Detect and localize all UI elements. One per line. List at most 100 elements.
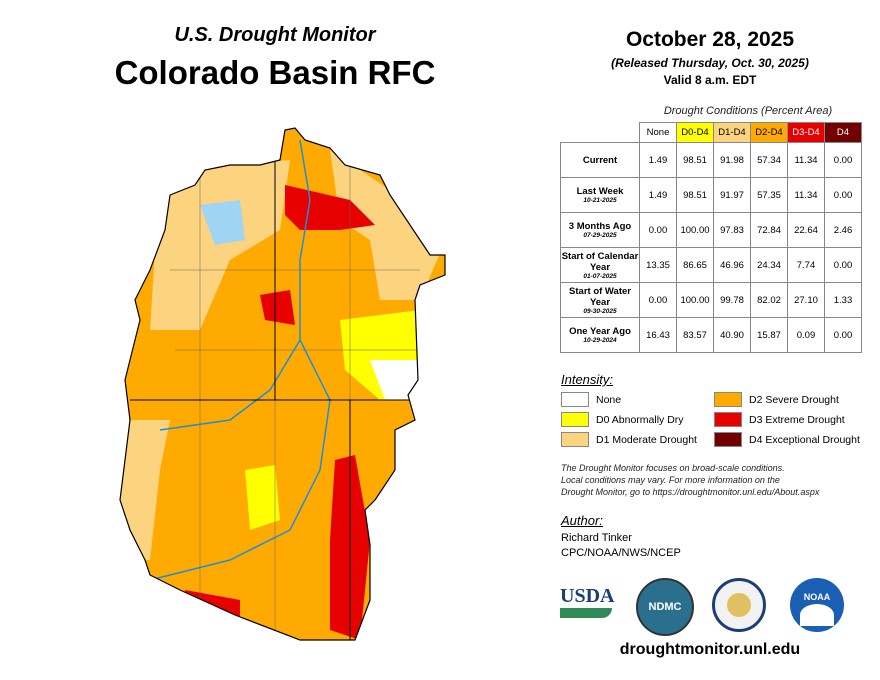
col-d1: D1-D4 bbox=[713, 122, 751, 143]
table-cell: 22.64 bbox=[787, 212, 825, 248]
legend-item: D1 Moderate Drought bbox=[561, 432, 697, 447]
legend-item: D2 Severe Drought bbox=[714, 392, 839, 407]
table-cell: 24.34 bbox=[750, 247, 788, 283]
table-cell: 0.00 bbox=[639, 212, 677, 248]
table-row: Start of Calendar Year 01-07-2025 13.35 86.… bbox=[560, 247, 862, 283]
row-date: 09-30-2025 bbox=[583, 307, 617, 315]
table-cell: 83.57 bbox=[676, 317, 714, 353]
col-d4: D4 bbox=[824, 122, 862, 143]
note-line: Local conditions may vary. For more info… bbox=[561, 475, 780, 485]
table-cell: 98.51 bbox=[676, 142, 714, 178]
col-d0: D0-D4 bbox=[676, 122, 714, 143]
col-d3: D3-D4 bbox=[787, 122, 825, 143]
row-label-text: Current bbox=[582, 154, 618, 166]
row-label: 3 Months Ago 07-29-2025 bbox=[560, 212, 640, 248]
table-cell: 40.90 bbox=[713, 317, 751, 353]
table-cell: 13.35 bbox=[639, 247, 677, 283]
row-label-text: One Year Ago bbox=[569, 326, 631, 337]
table-row: Start of Water Year 09-30-2025 0.00 100.00 9… bbox=[560, 282, 862, 318]
row-date: 10-21-2025 bbox=[583, 197, 617, 204]
legend-swatch bbox=[561, 392, 589, 407]
great-salt-lake bbox=[200, 200, 245, 245]
table-cell: 16.43 bbox=[639, 317, 677, 353]
table-cell: 100.00 bbox=[676, 212, 714, 248]
row-label: Last Week 10-21-2025 bbox=[560, 177, 640, 213]
d0-area-arizona bbox=[245, 465, 280, 530]
table-cell: 11.34 bbox=[787, 142, 825, 178]
author-label: Author: bbox=[561, 513, 603, 528]
row-label: Current bbox=[560, 142, 640, 178]
author-block: Richard Tinker CPC/NOAA/NWS/NCEP bbox=[561, 531, 681, 561]
website-url: droughtmonitor.unl.edu bbox=[619, 641, 801, 658]
table-cell: 99.78 bbox=[713, 282, 751, 318]
legend-label: D3 Extreme Drought bbox=[749, 413, 845, 426]
legend-label: D2 Severe Drought bbox=[749, 393, 839, 406]
note-line: The Drought Monitor focuses on broad-sca… bbox=[561, 463, 785, 473]
table-cell: 7.74 bbox=[787, 247, 825, 283]
legend-swatch bbox=[561, 432, 589, 447]
table-cell: 2.46 bbox=[824, 212, 862, 248]
table-cell: 97.83 bbox=[713, 212, 751, 248]
table-row: One Year Ago 10-29-2024 16.43 83.57 40.90 15.… bbox=[560, 317, 862, 353]
table-cell: 0.00 bbox=[824, 317, 862, 353]
none-area bbox=[370, 360, 420, 400]
row-label-text: 3 Months Ago bbox=[568, 221, 632, 232]
usda-logo: USDA bbox=[560, 585, 614, 625]
d3-area-utah bbox=[260, 290, 295, 325]
table-row: Current 1.49 98.51 91.98 57.34 11.34 0.00 bbox=[560, 142, 862, 178]
legend-item: D3 Extreme Drought bbox=[714, 412, 845, 427]
valid-time: Valid 8 a.m. EDT bbox=[663, 73, 757, 87]
table-cell: 100.00 bbox=[676, 282, 714, 318]
author-name: Richard Tinker bbox=[561, 532, 632, 544]
disclaimer-note: The Drought Monitor focuses on broad-sca… bbox=[561, 462, 880, 498]
legend-title: Intensity: bbox=[561, 372, 614, 387]
table-cell: 82.02 bbox=[750, 282, 788, 318]
table-row: 3 Months Ago 07-29-2025 0.00 100.00 97.83 72.… bbox=[560, 212, 862, 248]
table-cell: 1.49 bbox=[639, 177, 677, 213]
subtitle: U.S. Drought Monitor bbox=[174, 24, 376, 46]
rivers bbox=[149, 139, 331, 581]
note-line: Drought Monitor, go to https://droughtmo… bbox=[561, 487, 820, 497]
legend-swatch bbox=[561, 412, 589, 427]
legend-item: D0 Abnormally Dry bbox=[561, 412, 684, 427]
legend-swatch bbox=[714, 432, 742, 447]
row-label: Start of Calendar Year 01-07-2025 bbox=[560, 247, 640, 283]
col-none: None bbox=[639, 122, 677, 143]
table-cell: 1.49 bbox=[639, 142, 677, 178]
col-d2: D2-D4 bbox=[750, 122, 788, 143]
map-title: Colorado Basin RFC bbox=[114, 54, 436, 91]
table-cell: 57.34 bbox=[750, 142, 788, 178]
state-lines bbox=[130, 160, 415, 640]
row-label-text: Last Week bbox=[576, 186, 624, 197]
table-cell: 72.84 bbox=[750, 212, 788, 248]
d1-area-colorado bbox=[330, 150, 445, 300]
legend-item: None bbox=[561, 392, 621, 407]
row-date: 07-29-2025 bbox=[583, 232, 617, 239]
legend-label: D4 Exceptional Drought bbox=[749, 433, 860, 446]
table-caption: Drought Conditions (Percent Area) bbox=[663, 105, 833, 117]
table-cell: 57.35 bbox=[750, 177, 788, 213]
statistics-table: None D0-D4 D1-D4 D2-D4 D3-D4 D4 Current 1… bbox=[560, 122, 862, 353]
legend-label: None bbox=[596, 393, 622, 406]
row-date: 10-29-2024 bbox=[583, 337, 617, 344]
table-cell: 0.00 bbox=[824, 177, 862, 213]
release-date: (Released Thursday, Oct. 30, 2025) bbox=[611, 56, 809, 70]
basin-map bbox=[119, 127, 446, 641]
table-cell: 91.98 bbox=[713, 142, 751, 178]
table-row: Last Week 10-21-2025 1.49 98.51 91.97 57.35 11… bbox=[560, 177, 862, 213]
legend-swatch bbox=[714, 392, 742, 407]
ndmc-logo: NDMC bbox=[636, 578, 694, 636]
d1-area-utah-north bbox=[150, 160, 290, 330]
table-cell: 11.34 bbox=[787, 177, 825, 213]
table-cell: 15.87 bbox=[750, 317, 788, 353]
table-cell: 0.00 bbox=[639, 282, 677, 318]
row-label: Start of Water Year 09-30-2025 bbox=[560, 282, 640, 318]
legend-label: D0 Abnormally Dry bbox=[596, 413, 684, 426]
row-label: One Year Ago 10-29-2024 bbox=[560, 317, 640, 353]
author-org: CPC/NOAA/NWS/NCEP bbox=[561, 547, 681, 559]
table-cell: 27.10 bbox=[787, 282, 825, 318]
row-label-text: Start of Calendar Year bbox=[561, 250, 639, 273]
table-cell: 0.00 bbox=[824, 247, 862, 283]
table-cell: 46.96 bbox=[713, 247, 751, 283]
